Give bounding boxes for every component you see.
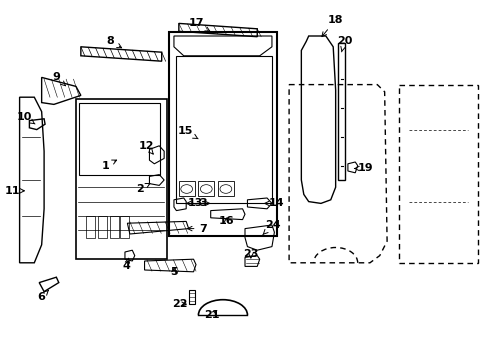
Text: 13: 13 bbox=[187, 198, 210, 208]
Text: 18: 18 bbox=[322, 15, 343, 37]
Bar bbox=[110, 216, 119, 238]
Bar bbox=[179, 181, 195, 196]
Text: 24: 24 bbox=[263, 220, 280, 235]
Text: 17: 17 bbox=[188, 18, 210, 31]
Bar bbox=[86, 216, 95, 238]
Text: 10: 10 bbox=[17, 112, 35, 124]
Text: 14: 14 bbox=[265, 198, 285, 208]
Text: 3: 3 bbox=[187, 198, 207, 208]
Text: 16: 16 bbox=[219, 216, 234, 226]
Bar bbox=[120, 216, 129, 238]
Text: 12: 12 bbox=[138, 141, 154, 154]
Text: 21: 21 bbox=[204, 310, 220, 320]
Text: 23: 23 bbox=[243, 249, 259, 259]
Bar bbox=[218, 181, 234, 196]
Bar bbox=[198, 181, 214, 196]
Text: 1: 1 bbox=[101, 160, 117, 171]
Text: 2: 2 bbox=[136, 183, 150, 194]
Text: 15: 15 bbox=[177, 126, 198, 139]
Text: 20: 20 bbox=[337, 36, 352, 52]
Text: 5: 5 bbox=[170, 267, 178, 277]
Text: 7: 7 bbox=[188, 224, 207, 234]
Text: 8: 8 bbox=[106, 36, 122, 48]
Bar bbox=[176, 56, 272, 203]
Text: 6: 6 bbox=[38, 290, 49, 302]
Bar bbox=[169, 32, 277, 236]
Text: 22: 22 bbox=[172, 299, 188, 309]
Bar bbox=[98, 216, 107, 238]
Text: 4: 4 bbox=[122, 258, 130, 271]
Text: 11: 11 bbox=[4, 186, 24, 196]
Text: 9: 9 bbox=[52, 72, 66, 86]
Text: 19: 19 bbox=[354, 163, 373, 174]
